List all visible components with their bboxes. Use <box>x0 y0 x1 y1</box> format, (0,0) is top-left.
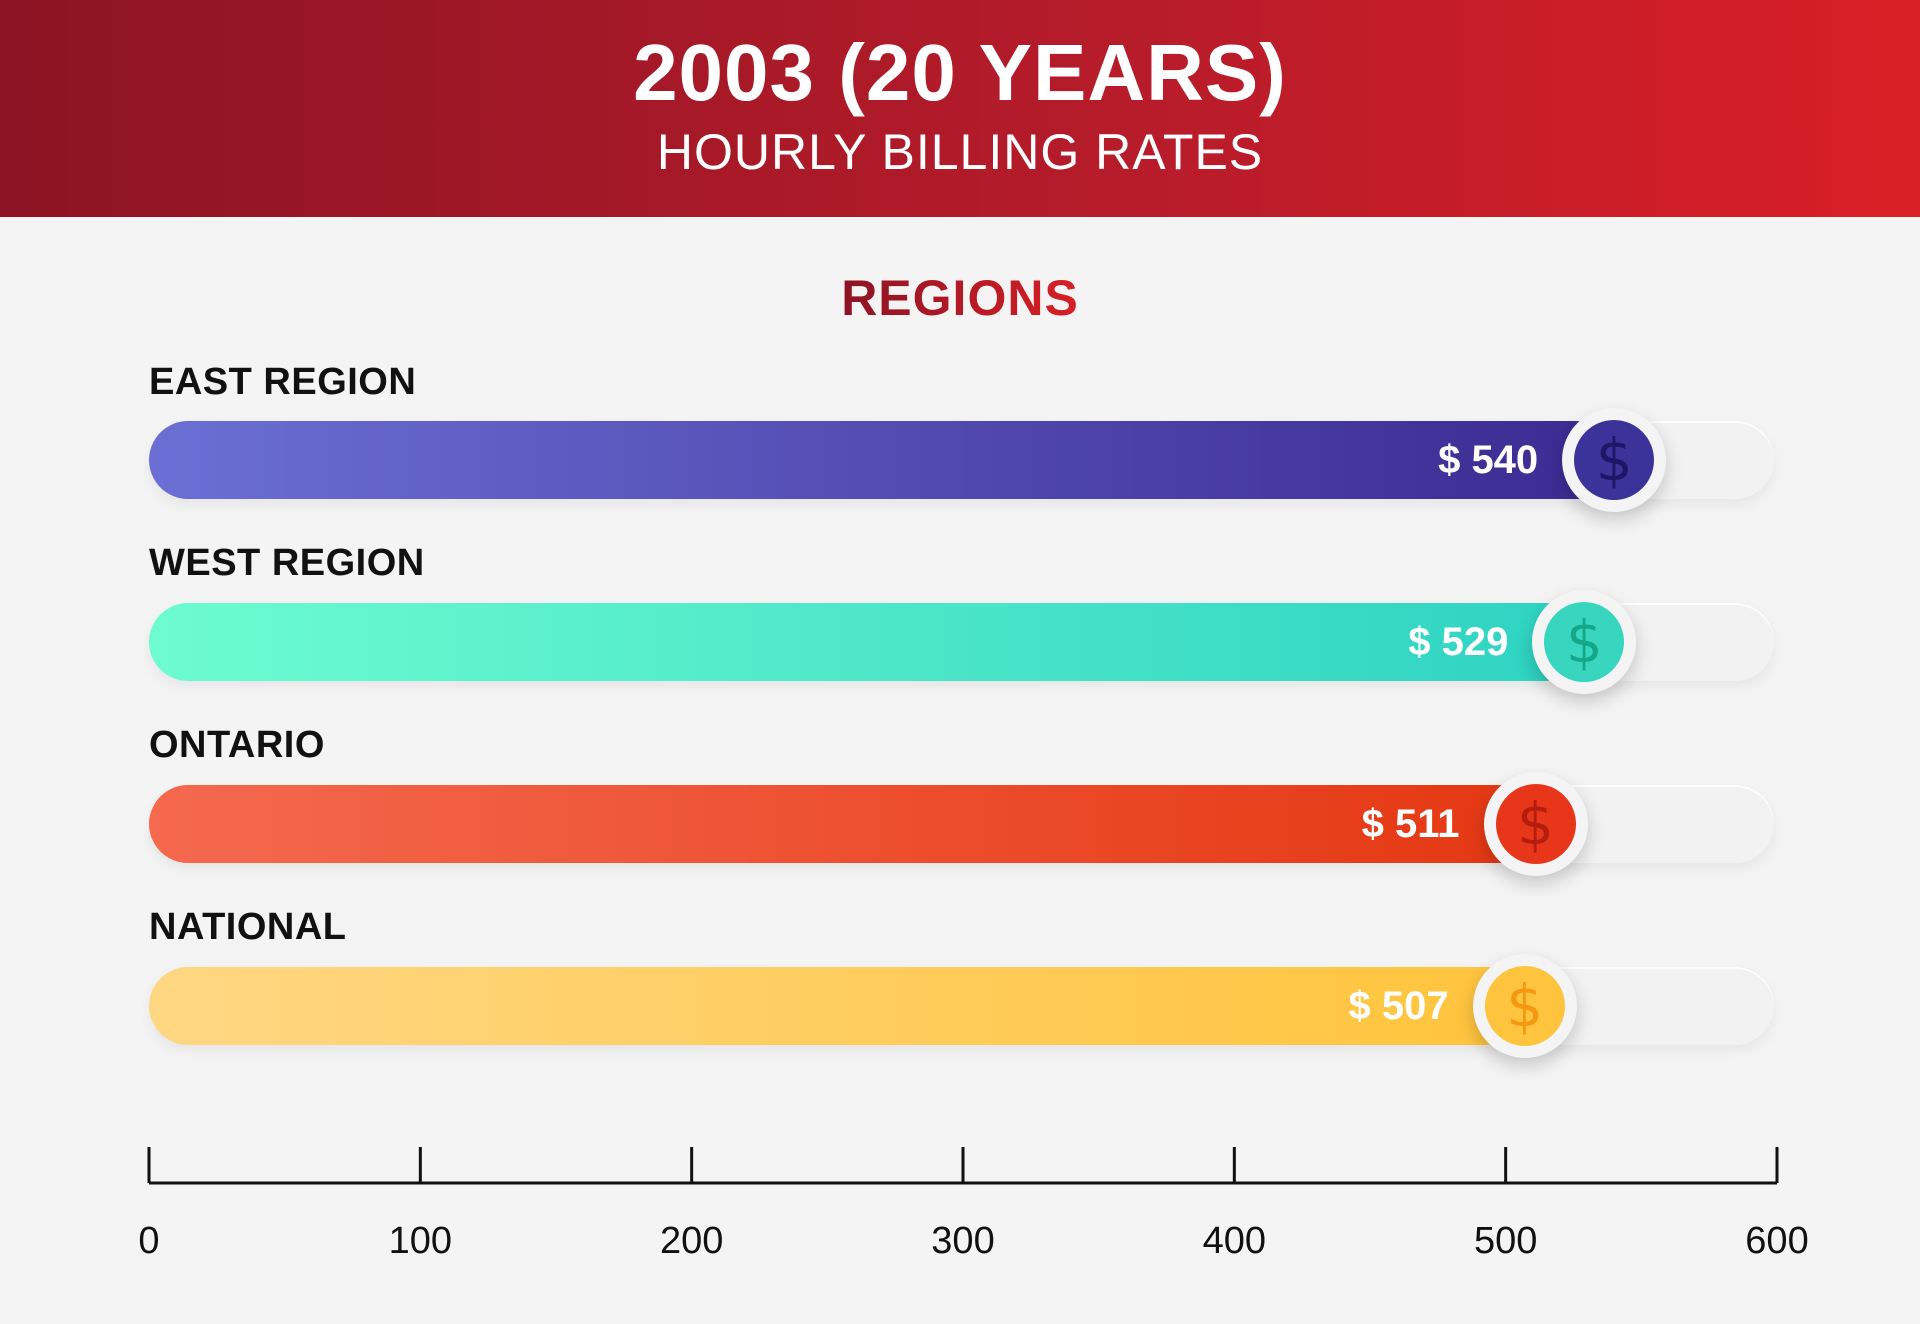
chart-title: 2003 (20 YEARS) <box>633 28 1287 117</box>
section-title: REGIONS <box>0 268 1920 328</box>
coin-marker: $ <box>1472 954 1577 1058</box>
bar <box>149 785 1536 863</box>
data-label: $ 507 <box>1348 984 1449 1028</box>
coin-marker: $ <box>1562 408 1667 512</box>
header-banner: 2003 (20 YEARS) HOURLY BILLING RATES <box>0 0 1920 217</box>
data-label: $ 540 <box>1438 438 1539 482</box>
x-tick-label: 200 <box>660 1220 723 1262</box>
coin-marker: $ <box>1483 772 1588 876</box>
data-label: $ 511 <box>1361 802 1460 846</box>
bar <box>149 967 1525 1045</box>
data-label: $ 529 <box>1408 620 1509 664</box>
category-label: WEST REGION <box>149 542 425 584</box>
x-tick-label: 500 <box>1474 1220 1537 1262</box>
dollar-coin-icon: $ <box>1574 420 1655 500</box>
dollar-coin-icon: $ <box>1484 966 1565 1046</box>
dollar-coin-icon: $ <box>1495 784 1576 864</box>
x-tick-label: 100 <box>389 1220 452 1262</box>
x-tick-label: 600 <box>1745 1220 1808 1262</box>
section-title-text: REGIONS <box>841 270 1079 326</box>
chart-subtitle: HOURLY BILLING RATES <box>656 124 1264 180</box>
x-tick-label: 0 <box>138 1220 159 1262</box>
x-tick-label: 300 <box>931 1220 994 1262</box>
coin-marker: $ <box>1532 590 1637 694</box>
category-label: NATIONAL <box>149 906 347 948</box>
x-tick-label: 400 <box>1203 1220 1266 1262</box>
dollar-coin-icon: $ <box>1544 602 1625 682</box>
category-label: ONTARIO <box>149 724 325 766</box>
bar <box>149 603 1585 681</box>
bar <box>149 421 1615 499</box>
category-label: EAST REGION <box>149 361 417 403</box>
